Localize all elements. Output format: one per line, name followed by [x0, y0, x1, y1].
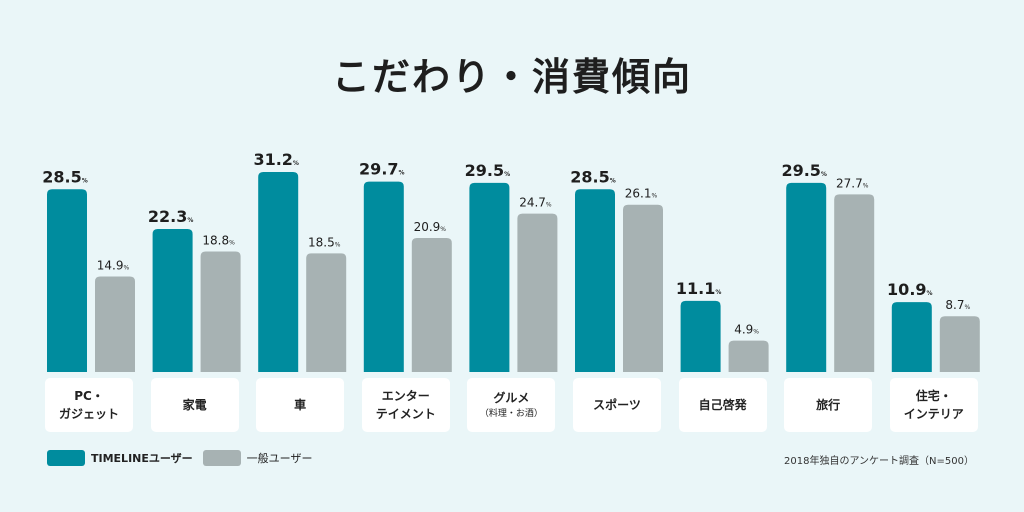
category-line1: 住宅・ [915, 389, 952, 403]
bar-general [623, 204, 663, 372]
survey-note: 2018年独自のアンケート調査（N=500） [784, 456, 974, 467]
category-line2: インテリア [903, 407, 964, 421]
value-label-timeline: 29.5% [781, 161, 827, 180]
bar-general [200, 251, 241, 372]
value-label-general: 4.9% [734, 323, 759, 337]
category-line1: 自己啓発 [698, 398, 747, 412]
bar-general [939, 316, 980, 372]
bar-timeline [469, 182, 510, 372]
value-label-general: 18.5% [308, 235, 341, 249]
bar-general [517, 213, 558, 372]
value-label-general: 18.8% [202, 233, 235, 247]
value-label-general: 8.7% [945, 298, 970, 312]
category-label: 家電 [150, 378, 239, 432]
bar-general [411, 238, 452, 372]
value-label-timeline: 10.9% [887, 280, 933, 299]
legend-swatch-timeline [47, 450, 85, 466]
bar-general [834, 194, 875, 372]
legend: TIMELINEユーザー 一般ユーザー [47, 450, 312, 466]
category-label: PC・ガジェット [45, 378, 133, 432]
bar-timeline [891, 302, 932, 372]
category-label: 車 [256, 378, 345, 432]
category-label: 自己啓発 [678, 378, 767, 432]
legend-swatch-general [202, 450, 241, 466]
value-label-timeline: 29.5% [465, 161, 511, 180]
bar-timeline [47, 189, 87, 372]
value-label-general: 20.9% [414, 220, 447, 234]
category-line2: テイメント [375, 407, 436, 421]
bar-general [95, 276, 135, 372]
legend-label-timeline: TIMELINEユーザー [91, 452, 193, 465]
category-line1: グルメ [493, 391, 530, 405]
bar-timeline [786, 182, 827, 372]
legend-label-general: 一般ユーザー [246, 452, 313, 465]
value-label-timeline: 22.3% [148, 207, 194, 226]
category-label: 住宅・ インテリア [889, 378, 978, 432]
category-line1: スポーツ [593, 398, 641, 412]
value-label-general: 27.7% [836, 176, 869, 190]
value-label-timeline: 31.2% [253, 150, 299, 169]
value-label-general: 14.9% [97, 258, 130, 272]
value-label-timeline: 11.1% [676, 279, 722, 298]
value-label-timeline: 28.5% [42, 167, 88, 186]
category-label: 旅行 [784, 378, 873, 432]
category-line1: PC・ [74, 389, 104, 403]
bar-timeline [575, 189, 615, 372]
category-label: グルメ （料理・お酒） [467, 378, 556, 432]
category-line1: 家電 [182, 398, 207, 412]
category-line1: エンター [381, 389, 430, 403]
bar-timeline [152, 229, 193, 372]
value-label-general: 26.1% [625, 187, 658, 201]
bar-timeline [680, 300, 721, 372]
bar-timeline [363, 181, 404, 372]
bar-timeline [258, 172, 299, 372]
category-label: スポーツ [573, 378, 661, 432]
category-line1: 旅行 [816, 398, 841, 412]
category-line2: ガジェット [58, 407, 119, 421]
category-line2: （料理・お酒） [479, 409, 543, 419]
chart-title: こだわり・消費傾向 [331, 55, 692, 99]
value-label-timeline: 28.5% [570, 167, 616, 186]
bar-general [306, 253, 347, 372]
bar-general [728, 340, 769, 372]
value-label-timeline: 29.7% [359, 160, 405, 179]
value-label-general: 24.7% [519, 196, 552, 210]
category-label: エンター テイメント [361, 378, 450, 432]
category-line1: 車 [294, 398, 307, 412]
